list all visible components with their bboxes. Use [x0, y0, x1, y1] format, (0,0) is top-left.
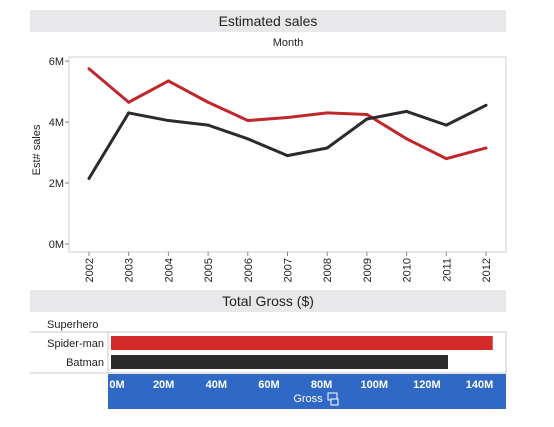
data-point[interactable]	[87, 176, 91, 180]
x-tick-label: 2004	[163, 258, 175, 282]
data-point[interactable]	[166, 79, 170, 83]
data-point[interactable]	[127, 100, 131, 104]
y-axis-label: Est# sales	[31, 124, 43, 175]
bar-plot-frame	[107, 331, 507, 374]
data-point[interactable]	[405, 137, 409, 141]
x-tick-label: 40M	[206, 379, 227, 391]
data-point[interactable]	[206, 123, 210, 127]
x-tick-label: 2005	[203, 258, 215, 282]
data-point[interactable]	[166, 119, 170, 123]
y-tick-label: 6M	[49, 56, 64, 68]
data-point[interactable]	[286, 115, 289, 119]
x-tick-label: 2011	[441, 258, 453, 282]
data-point[interactable]	[444, 123, 448, 127]
x-axis-label: Gross	[293, 393, 323, 405]
x-tick-label: 80M	[311, 379, 332, 391]
data-point[interactable]	[325, 146, 329, 150]
data-point[interactable]	[246, 119, 250, 123]
data-point[interactable]	[246, 137, 250, 141]
x-tick-label: 2006	[243, 258, 255, 282]
data-point[interactable]	[286, 154, 289, 158]
x-tick-label: 0M	[109, 379, 124, 391]
data-point[interactable]	[365, 112, 369, 116]
category-header: Superhero	[47, 319, 98, 331]
x-tick-label: 140M	[466, 379, 494, 391]
x-tick-label: 100M	[360, 379, 388, 391]
line-chart-title: Estimated sales	[30, 10, 506, 32]
x-tick-label: 2010	[402, 258, 414, 282]
data-point[interactable]	[405, 109, 409, 113]
data-point[interactable]	[444, 157, 448, 161]
y-tick-label: 2M	[49, 178, 64, 190]
data-point[interactable]	[365, 117, 369, 121]
line-chart: 0M 2M 4M 6M 2002 2003 2004 2005 2006 2007 2008 200…	[31, 56, 507, 282]
y-tick-label: 0M	[49, 239, 64, 251]
data-point[interactable]	[206, 100, 210, 104]
category-label: Spider-man	[47, 338, 104, 350]
bar-chart-title: Total Gross ($)	[30, 290, 506, 312]
x-tick-label: 20M	[153, 379, 174, 391]
x-tick-label: 2002	[84, 258, 96, 282]
x-tick-label: 2009	[362, 258, 374, 282]
x-tick-label: 60M	[258, 379, 279, 391]
x-tick-label: 2007	[283, 258, 295, 282]
data-point[interactable]	[484, 146, 488, 150]
x-tick-label: 2003	[124, 258, 136, 282]
x-tick-label: 2012	[481, 258, 493, 282]
x-tick-label: 2008	[322, 258, 334, 282]
line-chart-subtitle: Month	[272, 37, 304, 49]
bar-spider-man[interactable]	[111, 336, 493, 350]
data-point[interactable]	[127, 111, 131, 115]
data-point[interactable]	[87, 67, 91, 71]
x-axis-band[interactable]	[108, 374, 506, 409]
data-point[interactable]	[325, 111, 329, 115]
filter-icon[interactable]	[327, 392, 339, 406]
data-point[interactable]	[484, 103, 488, 107]
category-label: Batman	[66, 357, 104, 369]
y-tick-label: 4M	[49, 117, 64, 129]
bar-batman[interactable]	[111, 355, 448, 369]
x-tick-label: 120M	[413, 379, 441, 391]
